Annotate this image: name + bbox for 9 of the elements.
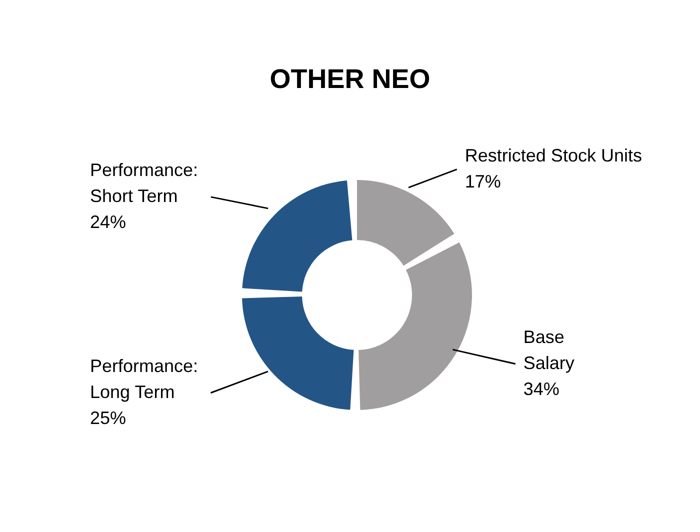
data-label: 24% [90,212,126,232]
slice-label: Performance: Long Term [90,356,198,402]
chart-title: OTHER NEO [268,64,432,95]
slice-label: Performance: Short Term [90,160,198,206]
slice-label: Base Salary [523,326,574,373]
data-label: 17% [464,171,501,192]
slice-label: Restricted Stock Units [464,145,642,166]
data-label: 34% [523,378,560,399]
data-label: 25% [90,408,126,428]
